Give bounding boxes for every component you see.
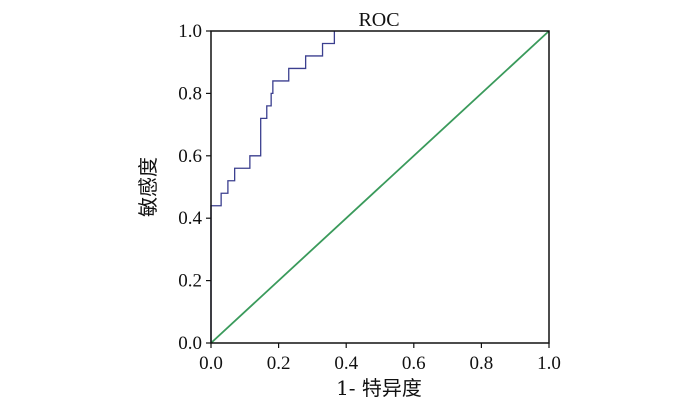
x-axis: 0.0 0.2 0.4 0.6 0.8 1.0 bbox=[199, 343, 561, 374]
chart-title: ROC bbox=[358, 9, 399, 31]
plot-frame bbox=[210, 30, 550, 344]
y-tick-label: 0.4 bbox=[178, 208, 202, 229]
plot-area bbox=[210, 30, 550, 344]
reference-line bbox=[210, 30, 550, 344]
y-tick-label: 1.0 bbox=[178, 21, 202, 42]
x-tick-label: 1.0 bbox=[537, 353, 561, 374]
x-tick-label: 0.6 bbox=[402, 353, 426, 374]
x-tick-label: 0.8 bbox=[470, 353, 494, 374]
x-tick-label: 0.4 bbox=[334, 353, 358, 374]
y-axis-title: 敏感度 bbox=[136, 157, 160, 217]
y-axis: 0.0 0.2 0.4 0.6 0.8 1.0 bbox=[178, 21, 211, 354]
y-tick-label: 0.0 bbox=[178, 333, 202, 354]
x-tick-label: 0.0 bbox=[199, 353, 223, 374]
x-tick-label: 0.2 bbox=[267, 353, 291, 374]
y-tick-label: 0.6 bbox=[178, 146, 202, 167]
roc-curve-line bbox=[210, 31, 336, 343]
y-tick-label: 0.8 bbox=[178, 83, 202, 104]
y-tick-label: 0.2 bbox=[178, 271, 202, 292]
x-axis-title: 1- 特异度 bbox=[336, 376, 422, 400]
